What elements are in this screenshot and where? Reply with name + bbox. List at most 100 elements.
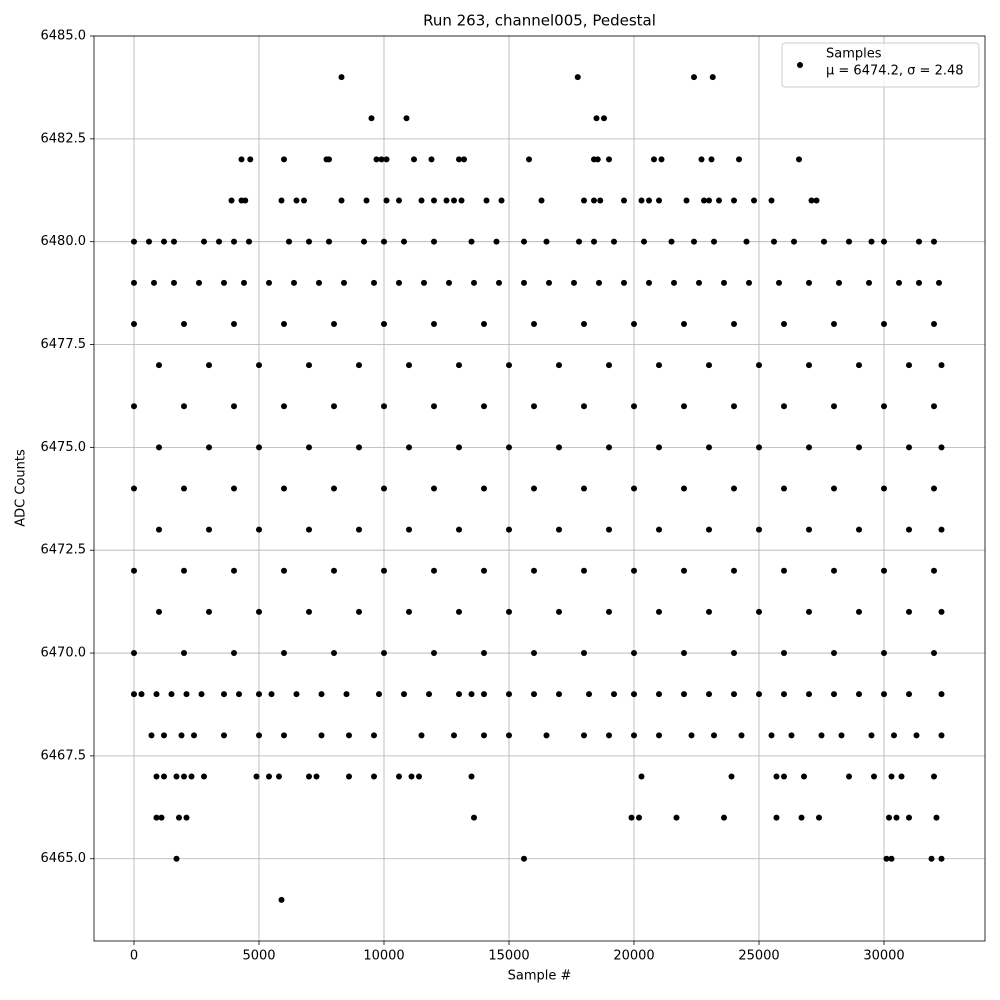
data-point xyxy=(736,156,742,163)
data-point xyxy=(168,691,175,698)
data-point xyxy=(596,279,602,286)
data-point xyxy=(641,238,647,245)
data-point xyxy=(418,732,425,739)
data-point xyxy=(148,732,155,739)
data-point xyxy=(838,732,845,739)
data-point xyxy=(671,279,677,286)
data-point xyxy=(331,403,337,410)
data-point xyxy=(426,691,432,698)
data-point xyxy=(481,485,487,492)
data-point xyxy=(706,362,712,369)
data-point xyxy=(546,279,552,286)
data-point xyxy=(916,238,922,245)
data-point xyxy=(346,773,352,780)
data-point xyxy=(806,362,812,369)
data-point xyxy=(931,773,937,780)
data-point xyxy=(401,238,407,245)
data-point xyxy=(396,773,402,780)
data-point xyxy=(356,608,362,615)
data-point xyxy=(538,197,545,204)
data-point xyxy=(191,732,197,739)
data-point xyxy=(471,279,477,286)
data-point xyxy=(306,773,312,780)
data-point xyxy=(621,279,627,286)
data-point xyxy=(431,567,437,574)
data-point xyxy=(768,197,775,204)
data-point xyxy=(683,197,690,204)
data-point xyxy=(431,320,437,327)
data-point xyxy=(331,567,337,574)
data-point xyxy=(721,279,727,286)
data-point xyxy=(421,279,427,286)
data-point xyxy=(506,444,512,451)
data-point xyxy=(856,444,862,451)
data-point xyxy=(836,279,842,286)
data-point xyxy=(381,567,387,574)
data-point xyxy=(188,773,195,780)
chart-title: Run 263, channel005, Pedestal xyxy=(423,12,656,30)
data-point xyxy=(242,197,249,204)
data-point xyxy=(481,732,487,739)
data-point xyxy=(574,74,581,81)
data-point xyxy=(178,732,185,739)
data-point xyxy=(611,238,617,245)
plot-frame xyxy=(93,35,986,942)
data-point xyxy=(631,485,637,492)
data-point xyxy=(481,650,487,657)
data-point xyxy=(206,608,212,615)
data-point xyxy=(791,238,797,245)
data-point xyxy=(731,197,737,204)
data-point xyxy=(468,691,475,698)
data-point xyxy=(206,444,212,451)
data-point xyxy=(231,403,237,410)
data-point xyxy=(381,238,387,245)
data-point xyxy=(131,567,137,574)
data-point xyxy=(471,814,477,821)
data-point xyxy=(631,732,637,739)
data-point xyxy=(293,197,300,204)
data-point xyxy=(446,279,452,286)
data-point xyxy=(706,197,712,204)
data-point xyxy=(131,691,137,698)
data-point xyxy=(396,279,402,286)
data-point xyxy=(701,197,707,204)
data-point xyxy=(743,238,750,245)
data-point xyxy=(731,691,737,698)
data-point xyxy=(906,691,912,698)
data-point xyxy=(306,362,312,369)
data-point xyxy=(881,320,887,327)
data-point xyxy=(531,567,537,574)
data-point xyxy=(731,403,737,410)
data-point xyxy=(153,773,160,780)
data-point xyxy=(756,362,762,369)
data-point xyxy=(181,485,187,492)
data-point xyxy=(591,238,597,245)
data-point xyxy=(281,320,287,327)
data-point xyxy=(268,691,275,698)
data-point xyxy=(708,156,715,163)
data-point xyxy=(346,732,352,739)
data-point xyxy=(281,650,287,657)
data-point xyxy=(161,773,167,780)
data-point xyxy=(221,279,227,286)
data-point xyxy=(396,197,402,204)
data-point xyxy=(138,691,145,698)
data-point xyxy=(931,567,937,574)
data-point xyxy=(571,279,577,286)
data-point xyxy=(716,197,722,204)
y-tick-label: 6477.5 xyxy=(41,337,87,352)
data-point xyxy=(406,608,412,615)
data-point xyxy=(506,526,512,533)
data-point xyxy=(156,444,162,451)
data-point xyxy=(343,691,350,698)
data-point xyxy=(938,732,945,739)
data-point xyxy=(856,691,862,698)
data-point xyxy=(231,650,237,657)
data-point xyxy=(556,526,562,533)
data-point xyxy=(201,773,207,780)
data-point xyxy=(183,691,190,698)
data-point xyxy=(656,732,662,739)
data-point xyxy=(591,197,597,204)
